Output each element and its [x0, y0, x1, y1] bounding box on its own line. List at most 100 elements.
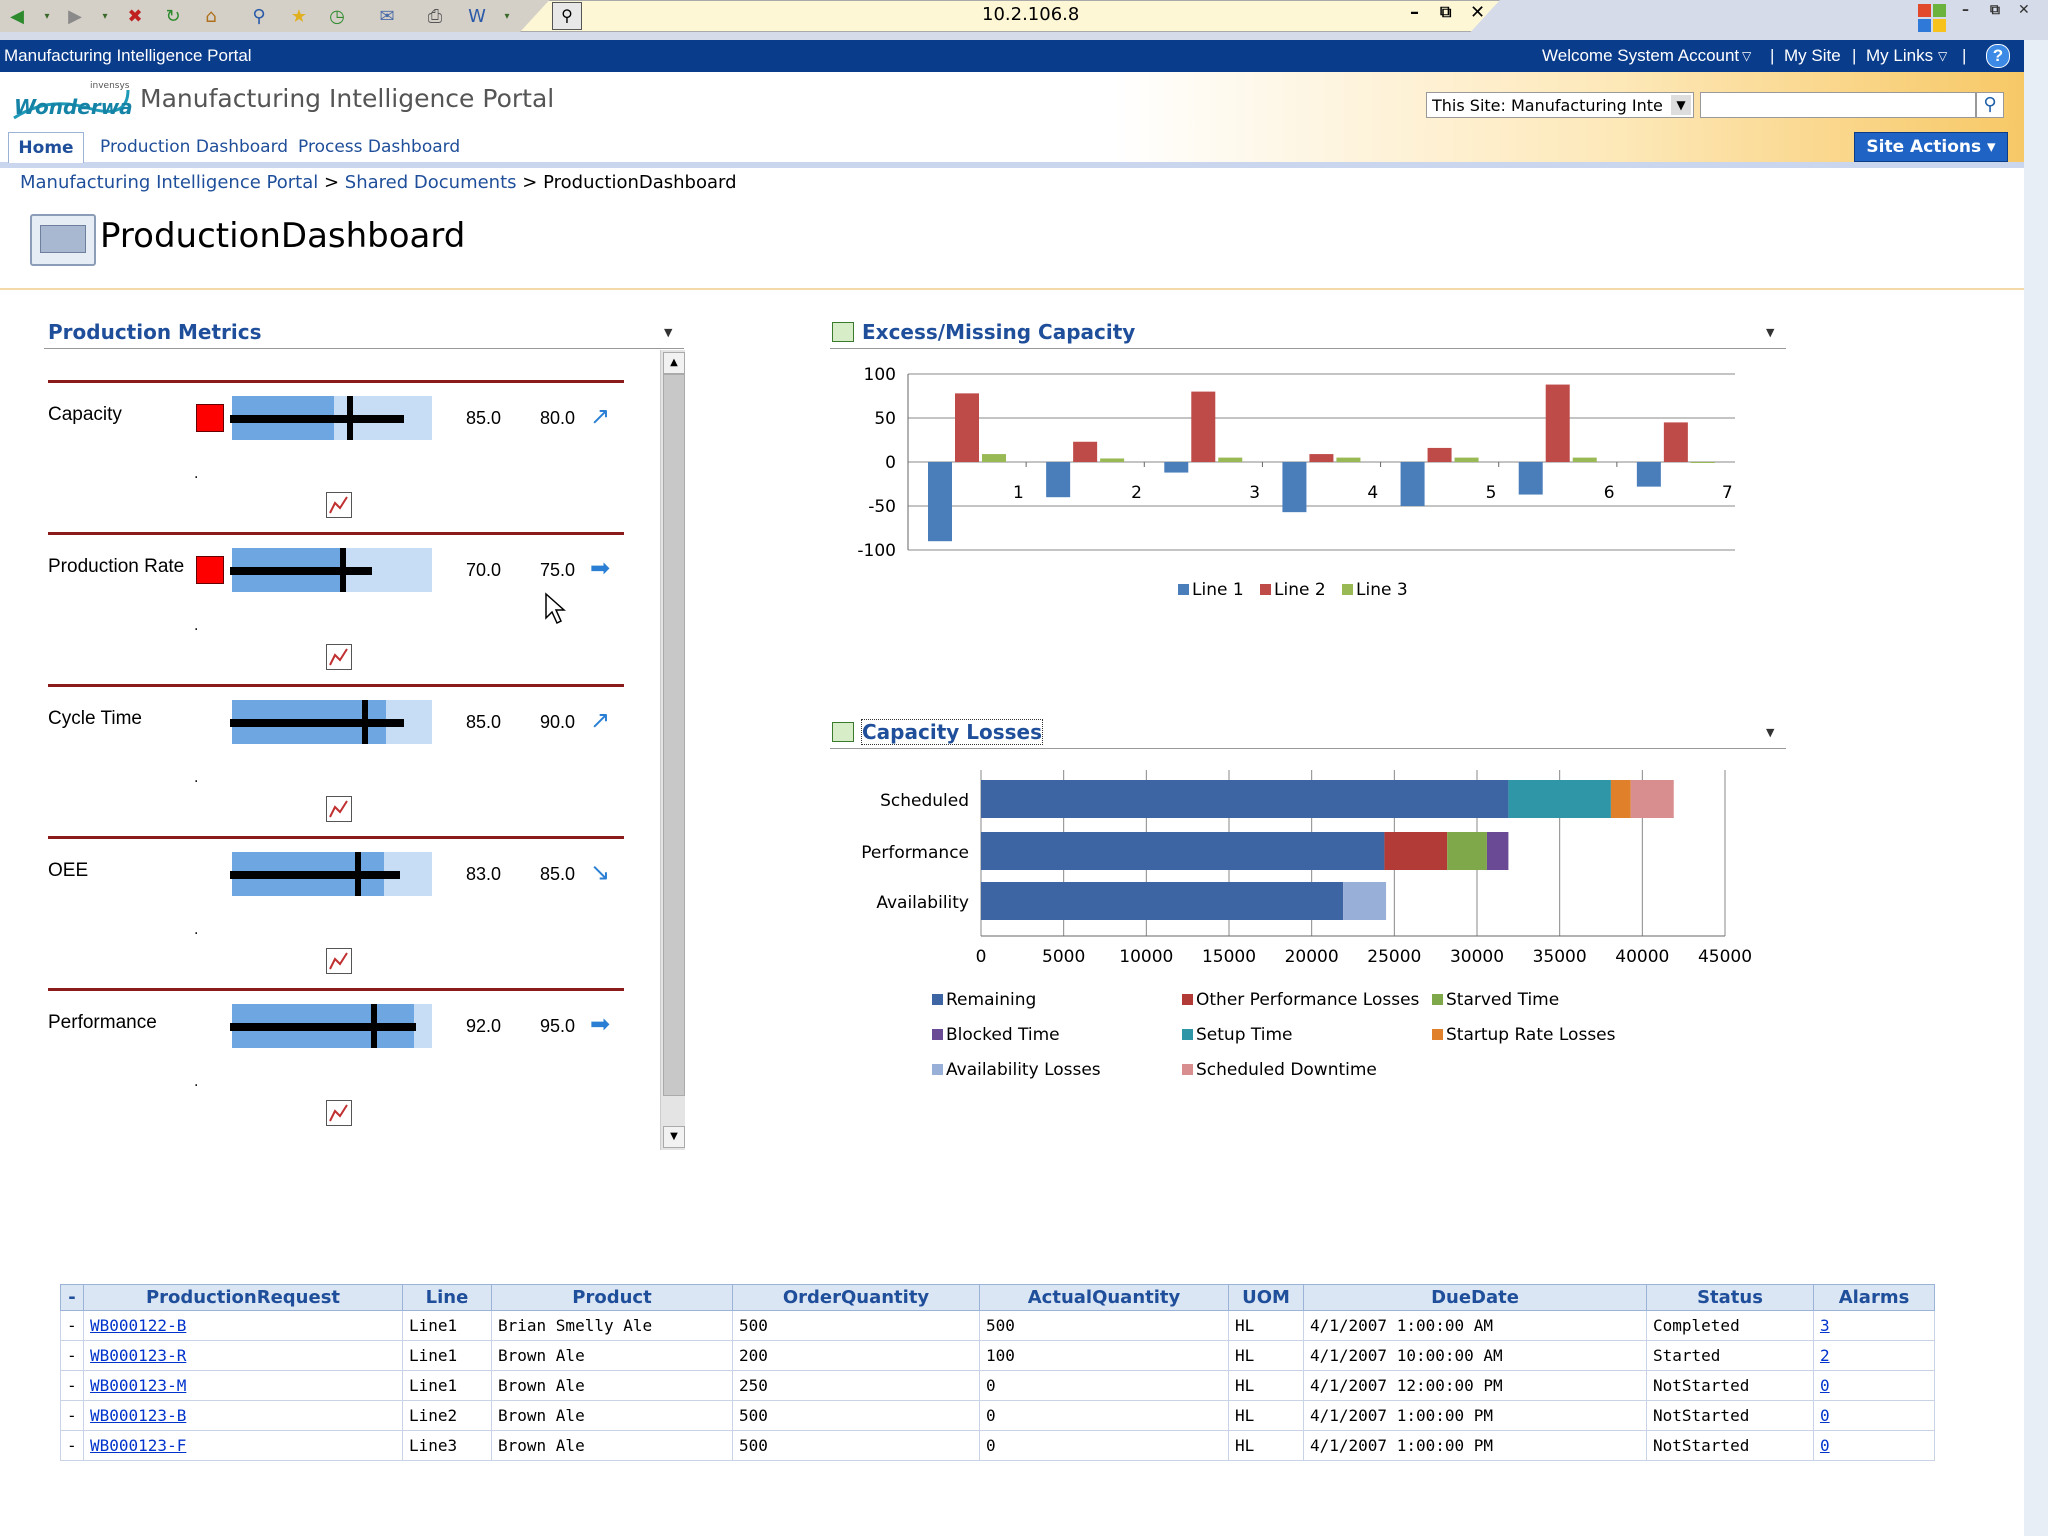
print-icon[interactable]: ⎙ — [427, 6, 443, 27]
welcome-menu[interactable]: Welcome System Account — [1542, 46, 1740, 65]
tab-production-dashboard[interactable]: Production Dashboard — [100, 137, 289, 157]
scroll-up-icon[interactable]: ▲ — [663, 352, 685, 374]
table-cell: NotStarted — [1646, 1430, 1814, 1461]
history-icon[interactable]: ◷ — [329, 6, 345, 27]
close-button[interactable]: ✕ — [1470, 2, 1486, 23]
metric-chart-icon[interactable] — [326, 948, 352, 974]
minimize-button[interactable]: – — [1410, 2, 1419, 23]
stop-icon[interactable]: ✖ — [127, 6, 143, 27]
metric-chart-icon[interactable] — [326, 644, 352, 670]
production-metrics-scrollbar[interactable]: ▲ ▼ — [660, 350, 685, 1150]
table-cell: Line1 — [402, 1340, 492, 1371]
tab-process-dashboard[interactable]: Process Dashboard — [298, 137, 461, 157]
column-header[interactable]: Product — [491, 1284, 733, 1311]
capacity-losses-rule — [830, 748, 1786, 749]
wonderware-logo[interactable]: Wonderware invensys — [8, 78, 156, 130]
alarms-link[interactable]: 0 — [1820, 1436, 1830, 1455]
metric-chart-icon[interactable] — [326, 796, 352, 822]
column-header[interactable]: ProductionRequest — [83, 1284, 403, 1311]
tab-home[interactable]: Home — [8, 132, 84, 163]
mail-icon[interactable]: ✉ — [379, 6, 395, 27]
search-input[interactable] — [1700, 92, 1976, 118]
forward-dropdown-icon[interactable]: ▾ — [102, 11, 108, 22]
search-scope-value: This Site: Manufacturing Intelli — [1432, 96, 1662, 115]
breadcrumb-portal-link[interactable]: Manufacturing Intelligence Portal — [20, 172, 319, 193]
scroll-thumb[interactable] — [663, 374, 685, 1096]
table-cell: 4/1/2007 1:00:00 PM — [1303, 1400, 1647, 1431]
pin-icon[interactable]: ⚲ — [552, 2, 582, 30]
my-links-menu[interactable]: My Links — [1866, 46, 1934, 65]
capacity-losses-title[interactable]: Capacity Losses — [860, 719, 1044, 745]
legend-label: Starved Time — [1446, 990, 1559, 1010]
forward-icon[interactable]: ▶ — [68, 6, 82, 27]
chevron-down-icon[interactable]: ▽ — [1742, 49, 1752, 63]
column-header[interactable]: ActualQuantity — [979, 1284, 1229, 1311]
alarms-link[interactable]: 2 — [1820, 1346, 1830, 1365]
metric-chart-icon[interactable] — [326, 492, 352, 518]
metric-actual-bar — [230, 871, 400, 879]
production-metrics-rule — [44, 348, 684, 349]
help-icon[interactable]: ? — [1986, 44, 2010, 68]
row-collapse-toggle[interactable]: - — [60, 1400, 84, 1431]
bar — [1100, 458, 1125, 462]
capacity-losses-menu-icon[interactable]: ▼ — [1766, 726, 1775, 739]
category-label: Availability — [876, 893, 969, 913]
bar — [1309, 454, 1334, 462]
production-request-link[interactable]: WB000123-M — [90, 1376, 187, 1395]
alarms-link[interactable]: 0 — [1820, 1406, 1830, 1425]
column-header[interactable]: OrderQuantity — [732, 1284, 980, 1311]
production-request-link[interactable]: WB000123-B — [90, 1406, 187, 1425]
table-cell: 4/1/2007 10:00:00 AM — [1303, 1340, 1647, 1371]
restore-button[interactable]: ⧉ — [1440, 2, 1452, 21]
metric-target-value: 85.0 — [540, 864, 576, 884]
site-actions-button[interactable]: Site Actions ▾ — [1854, 132, 2008, 162]
scroll-down-icon[interactable]: ▼ — [663, 1126, 685, 1148]
column-header[interactable]: - — [60, 1284, 84, 1311]
production-metrics-menu-icon[interactable]: ▼ — [664, 326, 673, 339]
app-restore-button[interactable]: ⧉ — [1990, 2, 2000, 18]
chevron-down-icon[interactable]: ▼ — [1671, 95, 1691, 115]
alarms-link[interactable]: 3 — [1820, 1316, 1830, 1335]
excess-capacity-menu-icon[interactable]: ▼ — [1766, 326, 1775, 339]
production-request-link[interactable]: WB000123-R — [90, 1346, 187, 1365]
alarms-link[interactable]: 0 — [1820, 1376, 1830, 1395]
back-icon[interactable]: ◀ — [10, 6, 24, 27]
row-collapse-toggle[interactable]: - — [60, 1370, 84, 1401]
legend-label: Scheduled Downtime — [1196, 1060, 1377, 1080]
edit-dropdown-icon[interactable]: ▾ — [504, 11, 510, 22]
address-bar[interactable] — [520, 0, 1500, 32]
refresh-icon[interactable]: ↻ — [165, 6, 181, 27]
metric-chart-icon[interactable] — [326, 1100, 352, 1126]
column-header[interactable]: DueDate — [1303, 1284, 1647, 1311]
bar — [1690, 462, 1715, 463]
table-cell: Brown Ale — [491, 1430, 733, 1461]
app-minimize-button[interactable]: – — [1962, 2, 1969, 18]
row-collapse-toggle[interactable]: - — [60, 1340, 84, 1371]
row-collapse-toggle[interactable]: - — [60, 1430, 84, 1461]
chevron-down-icon[interactable]: ▽ — [1938, 49, 1948, 63]
back-dropdown-icon[interactable]: ▾ — [44, 11, 50, 22]
metric-target-marker — [347, 396, 353, 440]
favorites-icon[interactable]: ★ — [290, 6, 308, 27]
edit-icon[interactable]: W — [468, 6, 486, 27]
legend-swatch — [1342, 584, 1353, 595]
breadcrumb-shared-documents-link[interactable]: Shared Documents — [344, 172, 517, 193]
y-tick-label: 50 — [874, 409, 896, 429]
production-request-link[interactable]: WB000122-B — [90, 1316, 187, 1335]
table-cell: 0 — [979, 1400, 1229, 1431]
my-site-link[interactable]: My Site — [1784, 46, 1841, 65]
search-icon[interactable]: ⚲ — [252, 6, 266, 27]
production-request-link[interactable]: WB000123-F — [90, 1436, 187, 1455]
excess-capacity-title[interactable]: Excess/Missing Capacity — [862, 320, 1136, 344]
production-metrics-title[interactable]: Production Metrics — [48, 320, 262, 344]
portal-title[interactable]: Manufacturing Intelligence Portal — [140, 84, 555, 113]
column-header[interactable]: UOM — [1228, 1284, 1304, 1311]
column-header[interactable]: Alarms — [1813, 1284, 1935, 1311]
column-header[interactable]: Status — [1646, 1284, 1814, 1311]
column-header[interactable]: Line — [402, 1284, 492, 1311]
row-collapse-toggle[interactable]: - — [60, 1310, 84, 1341]
home-icon[interactable]: ⌂ — [205, 6, 217, 27]
app-close-button[interactable]: ✕ — [2018, 2, 2030, 18]
search-button[interactable]: ⚲ — [1976, 92, 2004, 118]
search-scope-select[interactable]: This Site: Manufacturing Intelli ▼ — [1426, 92, 1694, 118]
